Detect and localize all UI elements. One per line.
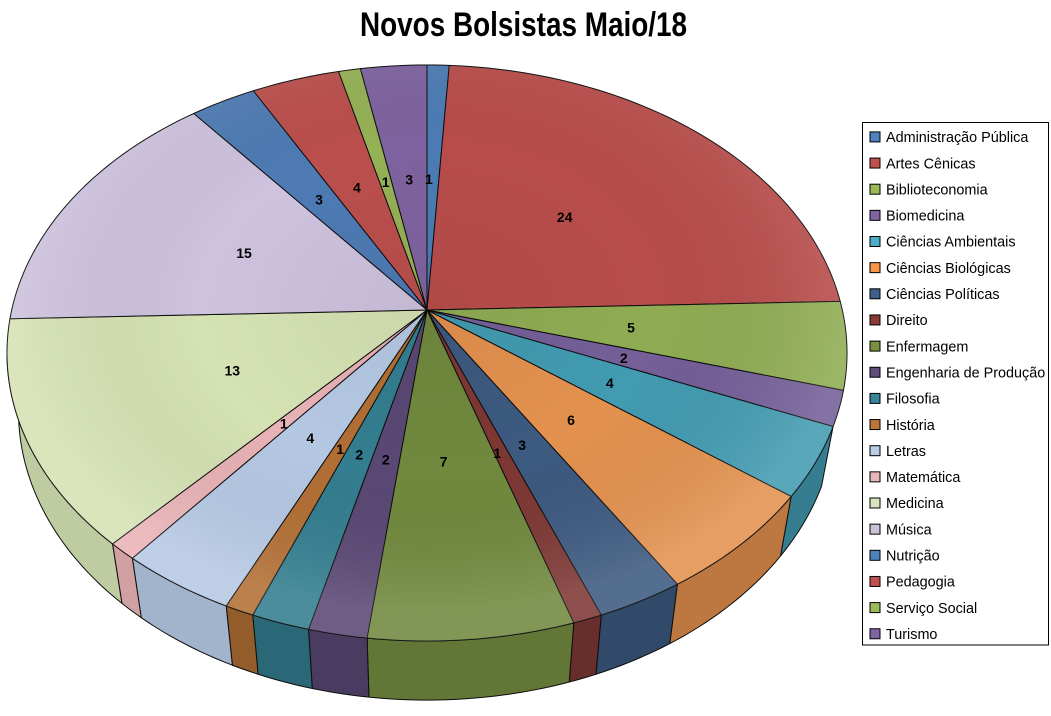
svg-text:3: 3 [405,172,413,188]
svg-text:4: 4 [606,375,614,391]
svg-text:2: 2 [382,451,390,467]
svg-text:3: 3 [518,437,526,453]
svg-text:Biblioteconomia: Biblioteconomia [886,182,988,198]
svg-text:Nutrição: Nutrição [886,549,940,565]
svg-text:5: 5 [627,319,635,335]
svg-text:Ciências Biológicas: Ciências Biológicas [886,261,1011,277]
svg-text:Ciências Políticas: Ciências Políticas [886,287,1000,303]
svg-text:24: 24 [557,209,573,225]
svg-text:Música: Música [886,522,932,538]
svg-text:Pedagogia: Pedagogia [886,575,955,591]
svg-text:Enfermagem: Enfermagem [886,339,968,355]
svg-text:1: 1 [493,445,501,461]
svg-text:Letras: Letras [886,444,926,460]
svg-text:Turismo: Turismo [886,627,937,643]
svg-text:Direito: Direito [886,313,928,329]
svg-text:15: 15 [236,245,252,261]
svg-text:Medicina: Medicina [886,496,944,512]
svg-text:3: 3 [315,192,323,208]
svg-text:Biomedicina: Biomedicina [886,209,964,225]
svg-text:Ciências Ambientais: Ciências Ambientais [886,235,1016,251]
svg-text:Engenharia de Produção: Engenharia de Produção [886,365,1045,381]
svg-text:História: História [886,418,935,434]
svg-text:Artes Cênicas: Artes Cênicas [886,156,976,172]
svg-text:1: 1 [280,415,288,431]
svg-text:1: 1 [336,441,344,457]
svg-text:2: 2 [620,350,628,366]
svg-text:1: 1 [382,174,390,190]
svg-text:Administração Pública: Administração Pública [886,130,1028,146]
svg-text:1: 1 [425,171,433,187]
svg-text:13: 13 [224,363,240,379]
svg-text:Serviço Social: Serviço Social [886,601,977,617]
svg-text:6: 6 [567,412,575,428]
svg-text:4: 4 [353,179,361,195]
svg-text:Matemática: Matemática [886,470,960,486]
svg-text:Novos Bolsistas Maio/18: Novos Bolsistas Maio/18 [360,6,687,44]
svg-text:Filosofia: Filosofia [886,392,940,408]
svg-text:4: 4 [306,430,314,446]
svg-text:7: 7 [440,453,448,469]
svg-text:2: 2 [355,446,363,462]
